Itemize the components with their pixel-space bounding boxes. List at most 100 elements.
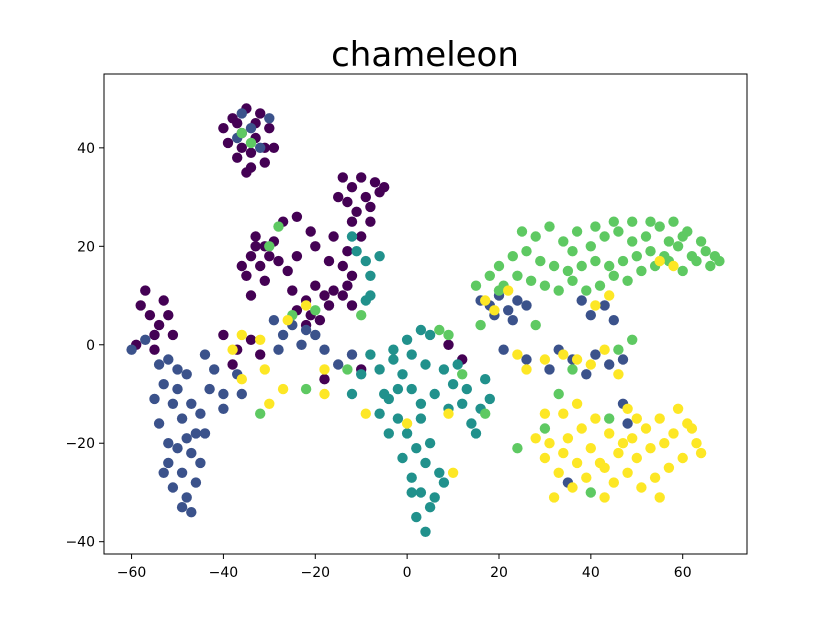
scatter-point bbox=[691, 438, 702, 449]
scatter-point bbox=[255, 408, 266, 419]
scatter-point bbox=[379, 388, 390, 400]
scatter-point bbox=[668, 428, 679, 439]
scatter-point bbox=[553, 388, 564, 400]
scatter-point bbox=[585, 359, 596, 370]
scatter-point bbox=[571, 226, 583, 237]
scatter-point bbox=[319, 388, 330, 400]
scatter-point bbox=[544, 438, 555, 449]
scatter-point bbox=[356, 310, 367, 321]
x-tick-label: 40 bbox=[582, 565, 600, 581]
scatter-point bbox=[521, 246, 532, 257]
scatter-point bbox=[406, 349, 417, 360]
scatter-point bbox=[245, 123, 257, 134]
scatter-point bbox=[186, 447, 197, 459]
scatter-point bbox=[236, 329, 247, 341]
scatter-point bbox=[342, 280, 353, 291]
scatter-point bbox=[250, 231, 261, 242]
scatter-point bbox=[438, 477, 450, 488]
scatter-point bbox=[654, 221, 665, 232]
scatter-point bbox=[562, 265, 574, 277]
scatter-point bbox=[677, 231, 688, 242]
scatter-point bbox=[255, 349, 266, 360]
scatter-point bbox=[195, 408, 206, 419]
scatter-point bbox=[636, 265, 647, 277]
scatter-point bbox=[663, 462, 675, 473]
scatter-point bbox=[236, 142, 247, 153]
scatter-point bbox=[255, 108, 266, 119]
scatter-point bbox=[668, 260, 679, 272]
scatter-point bbox=[163, 354, 174, 365]
scatter-point bbox=[273, 255, 284, 267]
scatter-point bbox=[631, 413, 642, 424]
y-tick-label: 0 bbox=[86, 338, 95, 354]
scatter-point bbox=[604, 359, 615, 370]
scatter-point bbox=[535, 255, 546, 267]
scatter-point bbox=[158, 295, 169, 306]
scatter-point bbox=[470, 280, 482, 291]
scatter-point bbox=[236, 127, 247, 139]
scatter-point bbox=[604, 428, 615, 439]
scatter-point bbox=[291, 211, 303, 222]
scatter-point bbox=[507, 315, 518, 326]
scatter-point bbox=[397, 452, 408, 464]
scatter-point bbox=[346, 388, 358, 400]
scatter-point bbox=[149, 393, 160, 405]
scatter-point bbox=[599, 492, 610, 503]
scatter-point bbox=[622, 467, 633, 478]
scatter-point bbox=[631, 251, 642, 262]
scatter-point bbox=[268, 315, 280, 326]
scatter-point bbox=[351, 206, 362, 217]
scatter-point bbox=[374, 408, 385, 419]
scatter-point bbox=[558, 447, 569, 459]
scatter-point bbox=[429, 492, 440, 503]
scatter-point bbox=[475, 319, 486, 331]
scatter-point bbox=[604, 413, 615, 424]
scatter-point bbox=[654, 255, 665, 267]
scatter-point bbox=[176, 413, 188, 424]
scatter-point bbox=[461, 383, 472, 395]
scatter-point bbox=[158, 467, 169, 478]
scatter-point bbox=[649, 472, 661, 483]
scatter-point bbox=[539, 408, 551, 419]
scatter-point bbox=[558, 349, 569, 360]
chart-title: chameleon bbox=[331, 35, 519, 75]
scatter-point bbox=[195, 457, 206, 469]
scatter-point bbox=[590, 349, 601, 360]
scatter-point bbox=[328, 285, 339, 296]
scatter-point bbox=[599, 344, 610, 355]
scatter-point bbox=[172, 443, 183, 454]
scatter-point bbox=[356, 172, 367, 183]
scatter-point bbox=[498, 344, 509, 355]
scatter-point bbox=[186, 398, 197, 409]
scatter-point bbox=[199, 428, 211, 439]
scatter-point bbox=[374, 364, 385, 375]
scatter-point bbox=[608, 477, 619, 488]
scatter-point bbox=[342, 246, 353, 257]
scatter-point bbox=[342, 196, 353, 208]
scatter-point bbox=[346, 300, 358, 311]
scatter-point bbox=[457, 369, 468, 380]
scatter-point bbox=[672, 241, 684, 252]
scatter-point bbox=[245, 251, 257, 262]
scatter-point bbox=[604, 290, 615, 301]
scatter-point bbox=[282, 265, 293, 277]
scatter-point bbox=[232, 118, 243, 129]
scatter-point bbox=[300, 383, 312, 395]
scatter-point bbox=[480, 408, 491, 419]
scatter-point bbox=[287, 285, 298, 296]
scatter-point bbox=[553, 467, 564, 478]
scatter-point bbox=[365, 270, 376, 281]
scatter-point bbox=[406, 487, 417, 498]
scatter-point bbox=[172, 383, 183, 395]
scatter-point bbox=[264, 113, 275, 124]
scatter-point bbox=[319, 364, 330, 375]
scatter-point bbox=[493, 260, 505, 272]
scatter-point bbox=[360, 295, 371, 306]
scatter-point bbox=[567, 482, 578, 493]
scatter-point bbox=[590, 255, 601, 267]
scatter-point bbox=[705, 260, 716, 272]
scatter-point bbox=[654, 492, 665, 503]
scatter-point bbox=[356, 231, 367, 242]
scatter-point bbox=[250, 241, 261, 252]
